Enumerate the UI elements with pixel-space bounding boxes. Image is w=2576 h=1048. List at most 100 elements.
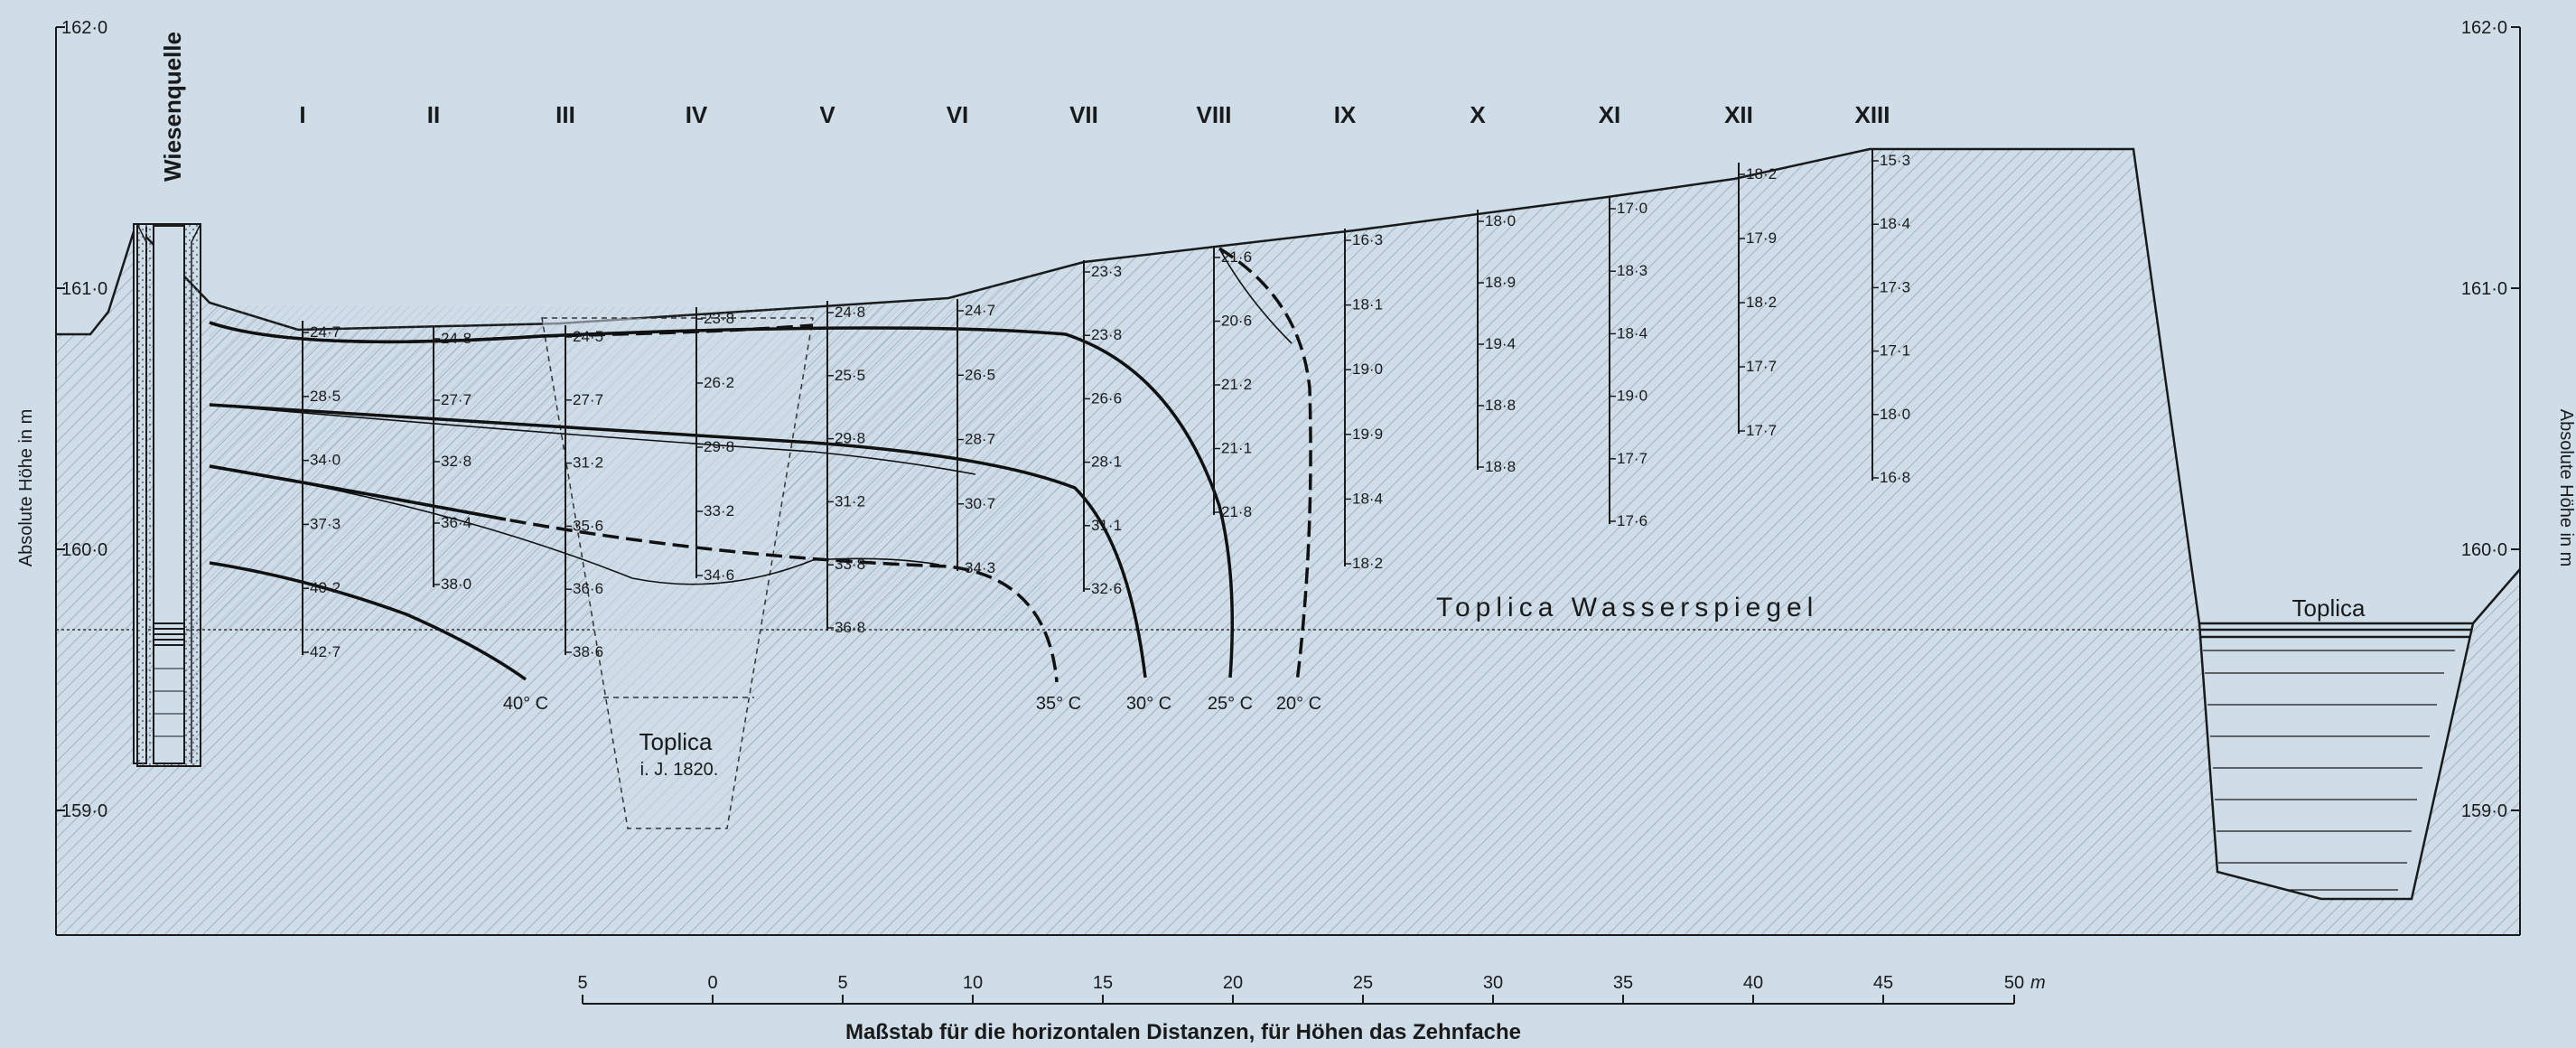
y-axis-label-left: Absolute Höhe in m xyxy=(16,409,36,567)
temperature-reading: 19·0 xyxy=(1352,360,1383,378)
borehole-xi: XI 17·0 18·3 18·4 19·0 17·7 17·6 xyxy=(1599,101,1647,529)
y-tick-label-right: 160·0 xyxy=(2461,540,2507,560)
borehole-id: XIII xyxy=(1854,101,1890,128)
scale-label: 20 xyxy=(1223,973,1243,993)
temperature-reading: 17·3 xyxy=(1880,278,1910,295)
horizontal-scale: 5 0 5 10 15 20 25 30 35 40 45 50 m xyxy=(577,973,2046,1005)
temperature-reading: 16·8 xyxy=(1880,469,1910,486)
temperature-reading: 32·6 xyxy=(1091,580,1122,597)
temperature-reading: 31·2 xyxy=(835,492,865,510)
scale-label: 5 xyxy=(577,973,587,993)
temperature-reading: 17·7 xyxy=(1617,450,1647,467)
temperature-reading: 28·1 xyxy=(1091,454,1122,471)
borehole-id: VI xyxy=(947,101,969,128)
old-river-label: Toplica xyxy=(639,728,713,755)
borehole-iv: IV 23·8 26·2 29·8 33·2 34·6 xyxy=(686,101,734,584)
scale-label: 35 xyxy=(1613,973,1633,993)
scale-label: 0 xyxy=(707,973,717,993)
temperature-reading: 21·1 xyxy=(1221,440,1252,457)
temperature-reading: 18·1 xyxy=(1352,296,1383,313)
scale-label: 25 xyxy=(1353,973,1373,993)
y-tick-label-left: 161·0 xyxy=(61,279,107,299)
y-tick-label-right: 162·0 xyxy=(2461,18,2507,38)
scale-label: 5 xyxy=(837,973,847,993)
temperature-reading: 18·4 xyxy=(1880,215,1910,232)
isotherm-label: 40° C xyxy=(503,694,548,714)
scale-unit: m xyxy=(2030,973,2046,993)
temperature-reading: 36·8 xyxy=(835,619,865,636)
borehole-i: I 24·7 28·5 34·0 37·3 40·2 42·7 xyxy=(299,101,341,660)
temperature-reading: 32·8 xyxy=(441,453,471,470)
temperature-reading: 25·5 xyxy=(835,367,865,384)
river-label: Toplica xyxy=(2292,594,2366,622)
borehole-id: XII xyxy=(1724,101,1753,128)
borehole-id: I xyxy=(299,101,305,128)
temperature-reading: 30·7 xyxy=(965,495,995,512)
temperature-reading: 18·8 xyxy=(1485,397,1516,414)
temperature-reading: 18·2 xyxy=(1746,294,1777,311)
borehole-vi: VI 24·7 26·5 28·7 30·7 34·3 xyxy=(947,101,995,576)
temperature-reading: 19·4 xyxy=(1485,335,1516,352)
borehole-ii: II 24·8 27·7 32·8 36·4 38·0 xyxy=(427,101,471,593)
temperature-reading: 29·8 xyxy=(835,430,865,447)
scale-label: 30 xyxy=(1483,973,1503,993)
temperature-reading: 17·0 xyxy=(1617,200,1647,217)
borehole-v: V 24·8 25·5 29·8 31·2 33·8 36·8 xyxy=(819,101,865,636)
temperature-reading: 19·0 xyxy=(1617,388,1647,405)
borehole-id: X xyxy=(1470,101,1486,128)
y-axis-ticks: 162·0 162·0 161·0 161·0 160·0 160·0 159·0 159·0 xyxy=(56,18,2520,821)
temperature-reading: 23·8 xyxy=(1091,326,1122,343)
old-river-year: i. J. 1820. xyxy=(640,760,719,780)
temperature-reading: 23·8 xyxy=(704,310,734,327)
temperature-reading: 24·7 xyxy=(310,323,341,341)
temperature-reading: 31·2 xyxy=(573,454,603,472)
temperature-reading: 18·0 xyxy=(1485,212,1516,229)
temperature-reading: 17·7 xyxy=(1746,422,1777,439)
scale-label: 15 xyxy=(1093,973,1113,993)
temperature-reading: 18·8 xyxy=(1485,458,1516,475)
temperature-reading: 28·7 xyxy=(965,431,995,448)
temperature-reading: 20·6 xyxy=(1221,313,1252,330)
temperature-reading: 21·8 xyxy=(1221,503,1252,520)
isotherm-label: 20° C xyxy=(1276,694,1321,714)
temperature-reading: 18·2 xyxy=(1352,555,1383,572)
temperature-reading: 21·6 xyxy=(1221,248,1252,266)
temperature-reading: 38·6 xyxy=(573,643,603,660)
temperature-reading: 15·3 xyxy=(1880,152,1910,169)
isotherm-curves xyxy=(209,247,1312,683)
spring-well xyxy=(133,223,201,767)
borehole-id: III xyxy=(555,101,575,128)
river-cross-section xyxy=(2198,622,2475,901)
temperature-reading: 33·2 xyxy=(704,502,734,519)
temperature-reading: 34·3 xyxy=(965,559,995,576)
isotherm-label: 35° C xyxy=(1036,694,1081,714)
temperature-reading: 36·4 xyxy=(441,514,471,531)
isotherm-label: 25° C xyxy=(1208,694,1253,714)
borehole-id: XI xyxy=(1599,101,1621,128)
temperature-reading: 17·1 xyxy=(1880,342,1910,360)
borehole-xiii: XIII 15·3 18·4 17·3 17·1 18·0 16·8 xyxy=(1854,101,1910,486)
temperature-reading: 26·5 xyxy=(965,366,995,383)
temperature-reading: 27·7 xyxy=(573,391,603,408)
y-tick-label-left: 159·0 xyxy=(61,801,107,821)
temperature-reading: 37·3 xyxy=(310,515,341,532)
temperature-reading: 34·6 xyxy=(704,566,734,584)
borehole-viii: VIII 21·6 20·6 21·2 21·1 21·8 xyxy=(1196,101,1252,520)
temperature-reading: 38·0 xyxy=(441,575,471,593)
scale-label: 40 xyxy=(1743,973,1763,993)
temperature-reading: 24·5 xyxy=(573,328,603,345)
borehole-id: II xyxy=(427,101,440,128)
temperature-reading: 18·9 xyxy=(1485,274,1516,291)
temperature-reading: 26·6 xyxy=(1091,389,1122,407)
temperature-reading: 17·6 xyxy=(1617,512,1647,529)
temperature-reading: 24·8 xyxy=(441,330,471,347)
y-tick-label-left: 162·0 xyxy=(61,18,107,38)
temperature-reading: 18·4 xyxy=(1352,490,1383,507)
ground-surface xyxy=(56,147,2201,624)
temperature-reading: 18·0 xyxy=(1880,406,1910,423)
borehole-vii: VII 23·3 23·8 26·6 28·1 31·1 32·6 xyxy=(1069,101,1122,597)
water-level-label: Toplica Wasserspiegel xyxy=(1436,593,1818,622)
temperature-reading: 27·7 xyxy=(441,391,471,408)
temperature-reading: 16·3 xyxy=(1352,231,1383,248)
borehole-iii: III 24·5 27·7 31·2 35·6 36·6 38·6 xyxy=(555,101,603,660)
